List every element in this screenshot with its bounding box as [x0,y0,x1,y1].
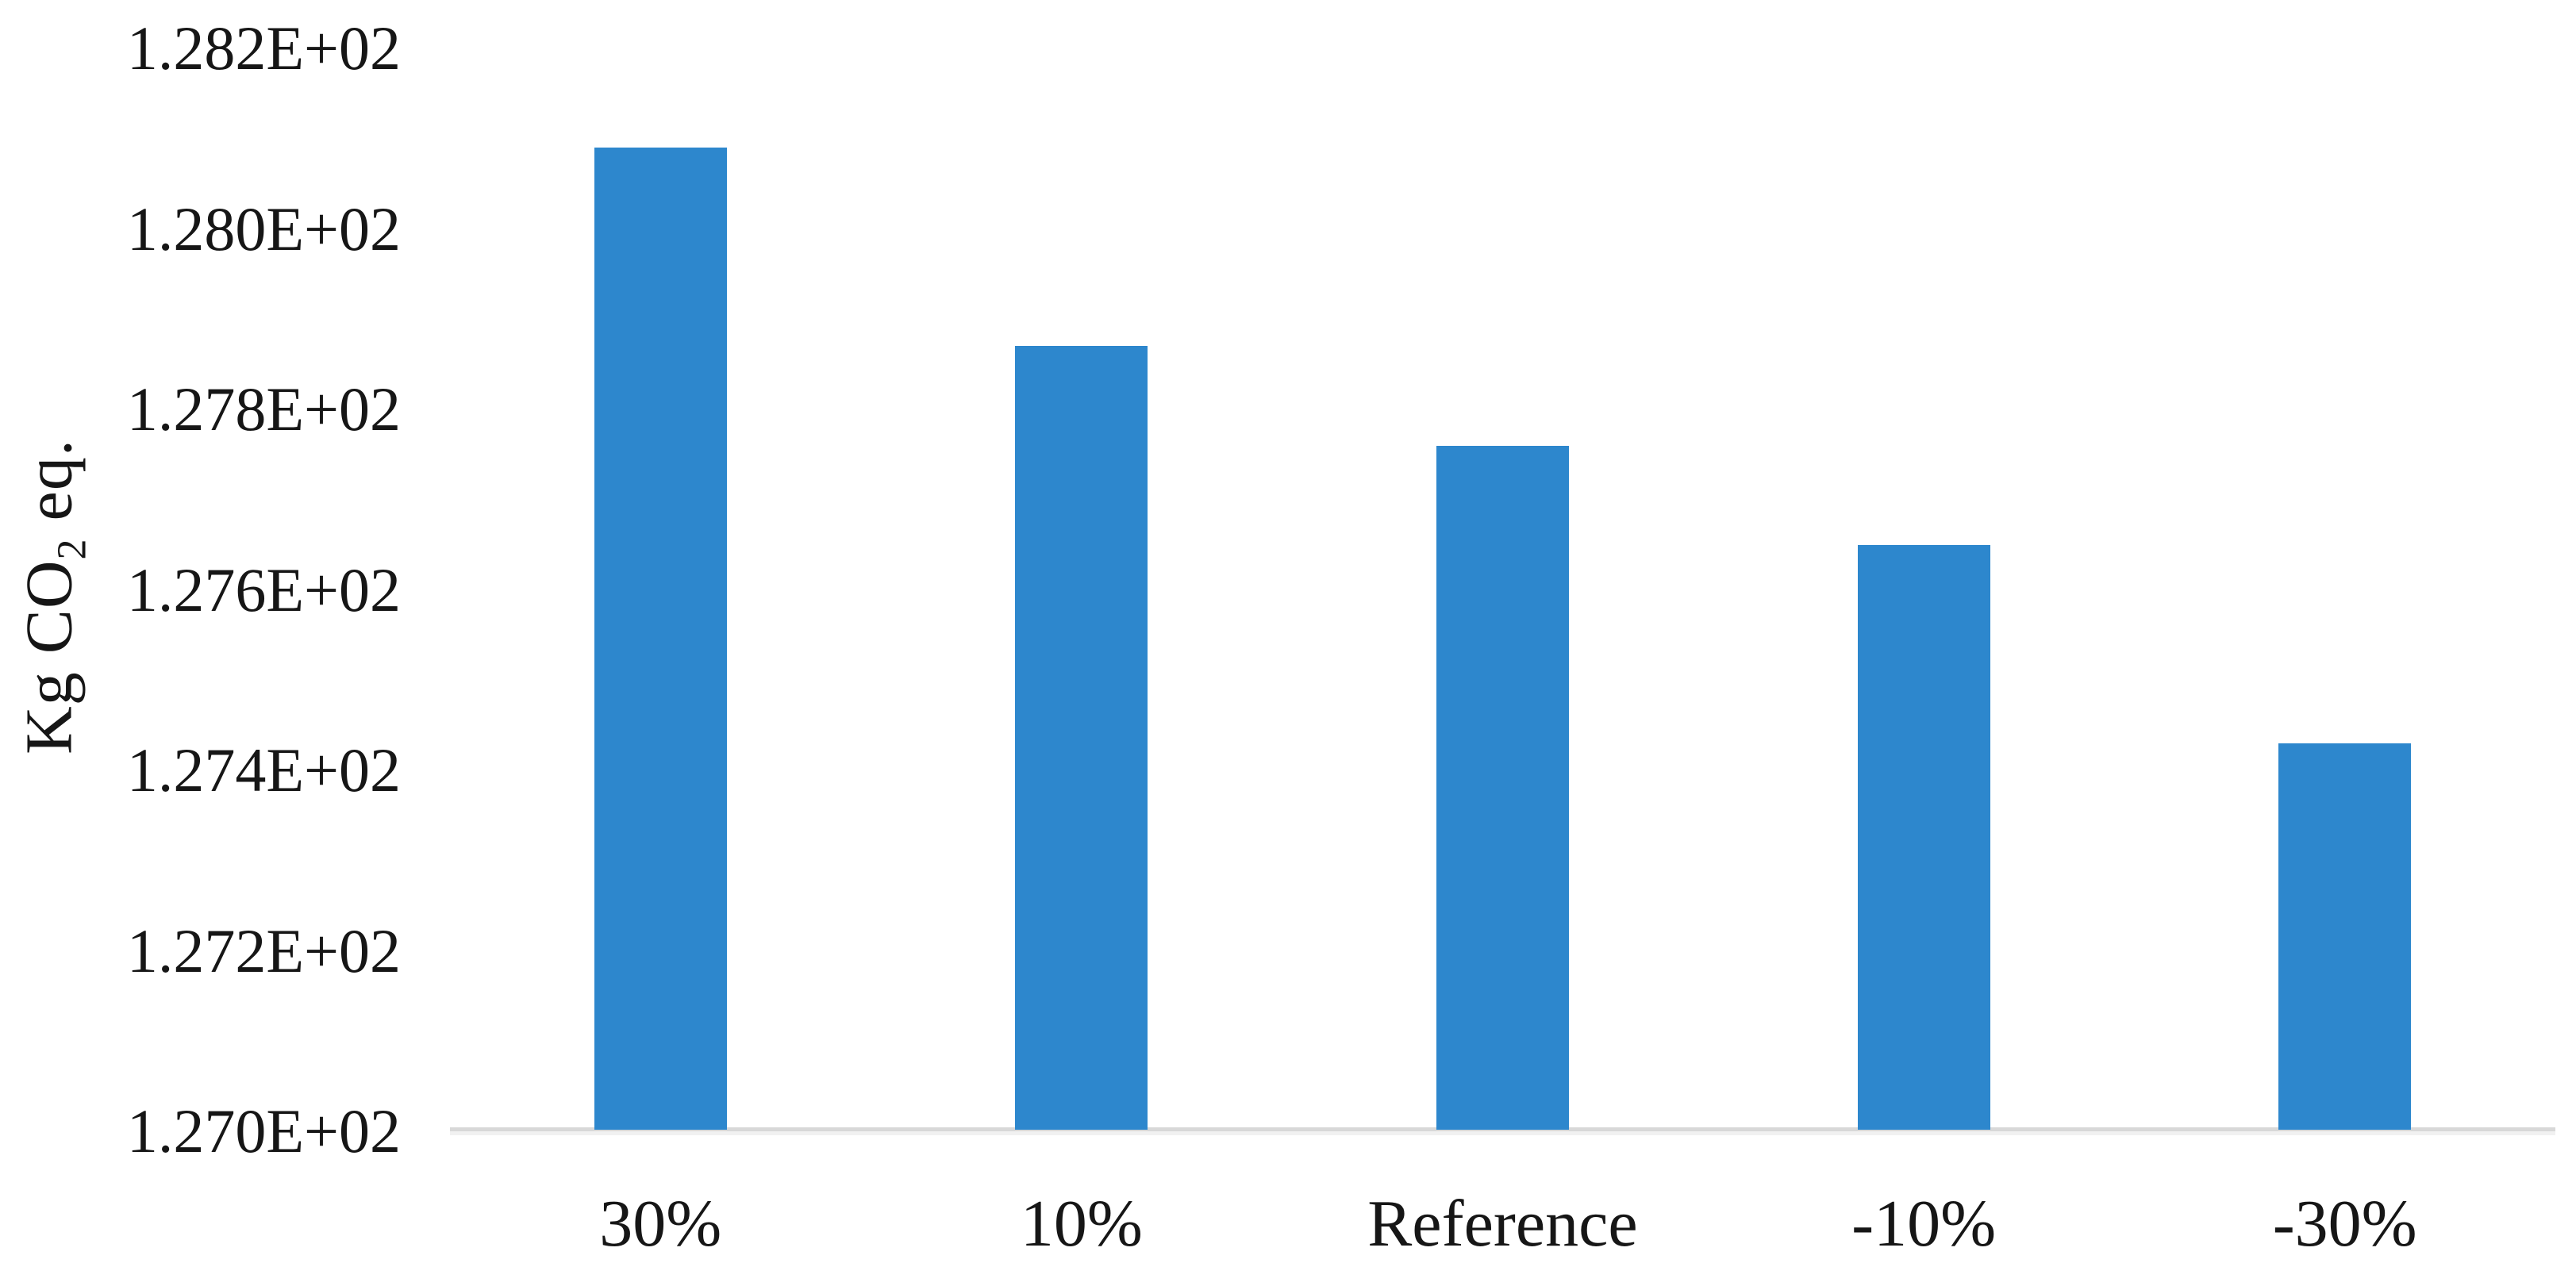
x-category-label: -10% [1851,1187,1997,1261]
y-tick-label: 1.280E+02 [126,194,401,263]
bar-30% [594,148,727,1130]
bar-10% [1015,346,1148,1130]
y-tick-label: 1.282E+02 [126,13,401,83]
y-tick-label: 1.274E+02 [126,735,401,804]
x-category-label: 30% [599,1187,722,1261]
y-tick-label: 1.272E+02 [126,916,401,985]
y-tick-label: 1.276E+02 [126,555,401,624]
x-category-label: 10% [1020,1187,1143,1261]
x-category-label: -30% [2272,1187,2417,1261]
y-tick-label: 1.278E+02 [126,374,401,443]
bar--10% [1857,544,1990,1130]
x-category-label: Reference [1367,1187,1638,1261]
bar-Reference [1436,445,1569,1130]
y-tick-label: 1.270E+02 [126,1096,401,1165]
bar--30% [2278,743,2412,1130]
x-axis-line [450,1127,2555,1135]
